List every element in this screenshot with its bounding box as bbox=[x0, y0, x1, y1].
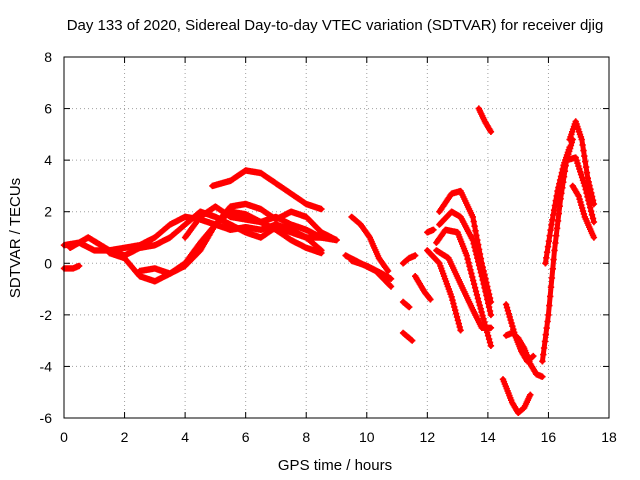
x-tick-label: 14 bbox=[480, 429, 496, 445]
series-arc-14 bbox=[412, 273, 434, 303]
x-tick-label: 10 bbox=[359, 429, 375, 445]
series-markers bbox=[475, 105, 495, 135]
series-arc-18 bbox=[433, 226, 495, 349]
series-markers bbox=[348, 257, 395, 282]
y-tick-label: -6 bbox=[40, 410, 53, 426]
series-arc-11 bbox=[399, 329, 416, 344]
series-markers bbox=[563, 154, 598, 226]
series-markers bbox=[542, 144, 573, 267]
x-tick-label: 2 bbox=[121, 429, 129, 445]
series-arc-13 bbox=[399, 252, 419, 267]
y-tick-label: 6 bbox=[44, 101, 52, 117]
series-markers bbox=[499, 376, 534, 416]
series-arc-12 bbox=[399, 298, 413, 311]
series-arc-28 bbox=[563, 154, 598, 226]
y-tick-label: -4 bbox=[40, 358, 53, 374]
x-tick-label: 12 bbox=[420, 429, 436, 445]
series-arc-23 bbox=[502, 329, 546, 380]
y-tick-label: 0 bbox=[44, 255, 52, 271]
series-arc-7 bbox=[209, 167, 325, 213]
series-arc-19 bbox=[433, 247, 495, 331]
series-arc-24 bbox=[499, 376, 534, 416]
series-markers bbox=[433, 247, 495, 331]
series-markers bbox=[348, 213, 392, 275]
series-arc-20 bbox=[424, 247, 464, 334]
x-tick-label: 8 bbox=[302, 429, 310, 445]
series-markers bbox=[412, 273, 434, 303]
series-markers bbox=[424, 247, 464, 334]
y-tick-label: -2 bbox=[40, 307, 53, 323]
series-arc-25 bbox=[539, 136, 576, 365]
series-markers bbox=[424, 226, 437, 236]
x-tick-label: 0 bbox=[60, 429, 68, 445]
series-markers bbox=[136, 200, 340, 277]
series-arc-15 bbox=[424, 226, 437, 236]
tick-layer: 0 2 4 6 8 10 12 14 16 18 -6 -4 -2 0 2 4 6 8 bbox=[40, 49, 617, 445]
y-axis-label: SDTVAR / TECUs bbox=[7, 178, 24, 298]
y-tick-label: 2 bbox=[44, 204, 52, 220]
plot-frame bbox=[63, 56, 610, 419]
series-arc-17 bbox=[436, 208, 495, 319]
series-markers bbox=[566, 118, 598, 208]
chart-title: Day 133 of 2020, Sidereal Day-to-day VTE… bbox=[67, 17, 604, 34]
x-tick-label: 16 bbox=[541, 429, 557, 445]
series-arc-6 bbox=[181, 203, 325, 257]
x-tick-label: 4 bbox=[181, 429, 189, 445]
series-arc-8 bbox=[348, 213, 392, 275]
series-markers bbox=[436, 187, 495, 306]
series-arc-3 bbox=[60, 262, 83, 272]
series-arc-21 bbox=[475, 105, 495, 135]
series-arc-29 bbox=[569, 182, 598, 241]
series-markers bbox=[181, 203, 325, 257]
series-markers bbox=[569, 182, 598, 241]
y-tick-label: 4 bbox=[44, 152, 52, 168]
series-arc-5 bbox=[136, 200, 340, 277]
x-tick-label: 6 bbox=[242, 429, 250, 445]
x-axis-label: GPS time / hours bbox=[278, 457, 392, 474]
x-tick-label: 18 bbox=[601, 429, 617, 445]
y-tick-label: 8 bbox=[44, 49, 52, 65]
series-markers bbox=[399, 252, 419, 267]
series-markers bbox=[436, 208, 495, 319]
data-series-layer bbox=[60, 105, 598, 416]
series-markers bbox=[502, 329, 546, 380]
series-markers bbox=[66, 208, 325, 259]
series-arc-10 bbox=[348, 257, 395, 282]
series-markers bbox=[209, 167, 325, 213]
series-markers bbox=[399, 298, 413, 311]
series-arc-16 bbox=[436, 187, 495, 306]
series-arc-27 bbox=[566, 118, 598, 208]
series-markers bbox=[399, 329, 416, 344]
series-trace bbox=[424, 247, 464, 333]
